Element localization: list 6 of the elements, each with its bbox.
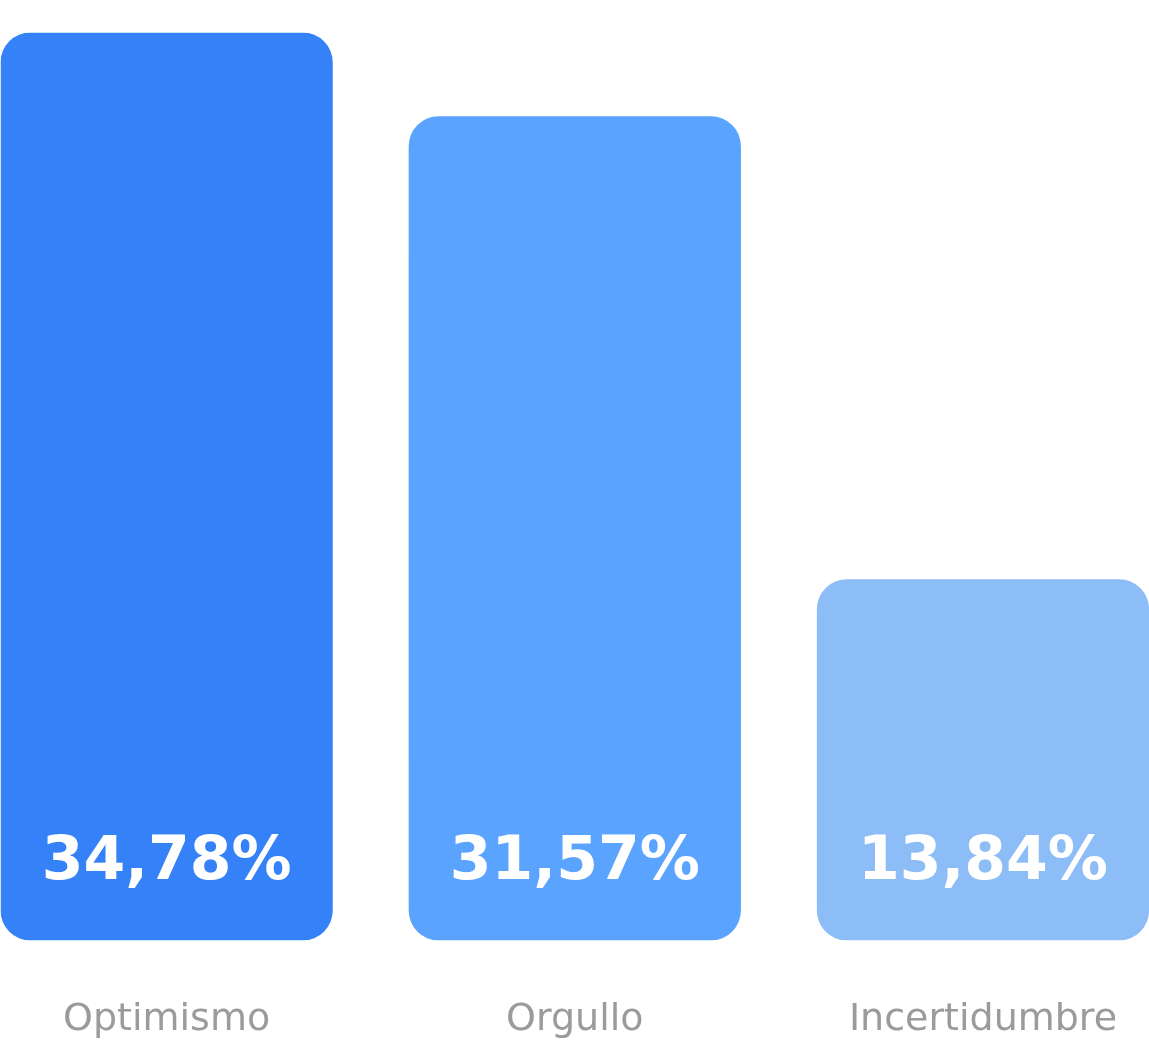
x-tick-label: Incertidumbre — [848, 994, 1118, 1039]
data-label: 34,78% — [41, 822, 292, 893]
x-tick-label: Optimismo — [63, 994, 271, 1039]
data-label: 13,84% — [858, 822, 1108, 893]
x-tick-label: Orgullo — [506, 994, 644, 1039]
data-label: 31,57% — [449, 822, 700, 893]
